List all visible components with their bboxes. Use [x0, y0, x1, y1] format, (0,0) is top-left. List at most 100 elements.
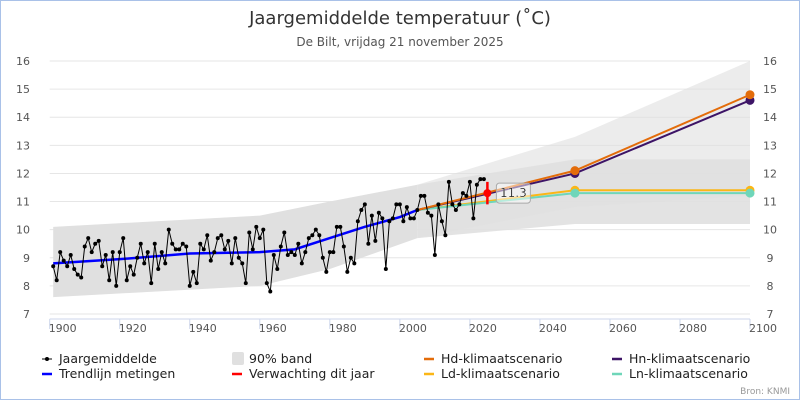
x-tick-label: 2100 [749, 322, 777, 335]
x-tick-label: 2060 [609, 322, 637, 335]
annual-mean-point [320, 255, 325, 260]
y-tick-label-right: 9 [767, 252, 774, 265]
annual-mean-point [401, 219, 406, 224]
annual-mean-point [359, 207, 364, 212]
legend-item[interactable]: Hn-klimaatscenario [612, 351, 750, 366]
y-tick-label-left: 8 [23, 280, 30, 293]
annual-mean-point [156, 267, 161, 272]
y-tick-label-left: 10 [16, 224, 30, 237]
y-tick-label-right: 16 [763, 55, 777, 68]
annual-mean-point [243, 281, 248, 286]
annual-mean-point [338, 224, 343, 229]
annual-mean-point [334, 224, 339, 229]
x-tick-label: 1980 [329, 322, 357, 335]
y-tick-label-left: 13 [16, 139, 30, 152]
annual-mean-point [226, 238, 231, 243]
source-credit[interactable]: Bron: KNMI [740, 387, 790, 397]
annual-mean-point [236, 255, 241, 260]
annual-mean-point [408, 216, 413, 221]
annual-mean-point [170, 241, 175, 246]
legend-item[interactable]: Ld-klimaatscenario [424, 366, 560, 381]
annual-mean-point [89, 250, 94, 255]
annual-mean-point [264, 281, 269, 286]
annual-mean-point [68, 252, 73, 257]
annual-mean-point [282, 230, 287, 235]
annual-mean-point [464, 193, 469, 198]
annual-mean-point [240, 261, 245, 266]
annual-mean-point [58, 250, 63, 255]
annual-mean-point [247, 230, 252, 235]
x-tick-label: 1920 [119, 322, 147, 335]
annual-mean-point [138, 241, 143, 246]
annual-mean-point [152, 241, 157, 246]
annual-mean-point [51, 264, 56, 269]
annual-mean-point [254, 224, 259, 229]
annual-mean-point [471, 216, 476, 221]
annual-mean-point [107, 278, 112, 283]
chart-title: Jaargemiddelde temperatuur (˚C) [248, 8, 551, 29]
legend-item[interactable]: Jaargemiddelde [42, 351, 157, 366]
annual-mean-point [411, 216, 416, 221]
annual-mean-point [180, 241, 185, 246]
annual-mean-point [345, 269, 350, 274]
annual-mean-point [481, 177, 486, 182]
legend-label: Hn-klimaatscenario [629, 351, 750, 366]
annual-mean-point [303, 250, 308, 255]
scenario-point [745, 188, 755, 198]
annual-mean-point [72, 267, 77, 272]
annual-mean-point [128, 264, 133, 269]
annual-mean-point [135, 255, 140, 260]
annual-mean-point [313, 227, 318, 232]
y-tick-label-right: 12 [763, 167, 777, 180]
x-tick-label: 2080 [679, 322, 707, 335]
annual-mean-point [317, 233, 322, 238]
annual-mean-point [348, 255, 353, 260]
annual-mean-point [373, 238, 378, 243]
annual-mean-point [110, 250, 115, 255]
annual-mean-point [289, 250, 294, 255]
annual-mean-point [376, 210, 381, 215]
annual-mean-point [187, 283, 192, 288]
legend-item[interactable]: 90% band [232, 351, 312, 366]
annual-mean-point [212, 250, 217, 255]
annual-mean-point [215, 236, 220, 241]
annual-mean-point [296, 241, 301, 246]
annual-mean-point [198, 241, 203, 246]
annual-mean-point [201, 247, 206, 252]
legend-label: Ld-klimaatscenario [441, 366, 560, 381]
annual-mean-point [450, 202, 455, 207]
annual-mean-point [222, 247, 227, 252]
annual-mean-point [390, 216, 395, 221]
y-tick-label-right: 11 [763, 196, 777, 209]
legend-item[interactable]: Hd-klimaatscenario [424, 351, 562, 366]
annual-mean-point [397, 202, 402, 207]
annual-mean-point [404, 205, 409, 210]
annual-mean-point [194, 281, 199, 286]
annual-mean-point [208, 258, 213, 263]
y-tick-label-right: 14 [763, 111, 777, 124]
annual-mean-point [446, 179, 451, 184]
y-tick-label-right: 8 [767, 280, 774, 293]
annual-mean-point [418, 193, 423, 198]
annual-mean-point [457, 202, 462, 207]
annual-mean-point [439, 219, 444, 224]
legend-item[interactable]: Ln-klimaatscenario [612, 366, 748, 381]
annual-mean-point [173, 247, 178, 252]
annual-mean-point [275, 267, 280, 272]
annual-mean-point [131, 272, 136, 277]
legend-label: Verwachting dit jaar [249, 366, 375, 381]
scenario-point [570, 188, 580, 198]
y-tick-label-left: 9 [23, 252, 30, 265]
legend-marker [45, 357, 49, 361]
annual-mean-point [233, 236, 238, 241]
legend-item[interactable]: Verwachting dit jaar [232, 366, 375, 381]
annual-mean-point [324, 269, 329, 274]
y-tick-label-right: 10 [763, 224, 777, 237]
y-tick-label-left: 14 [16, 111, 30, 124]
annual-mean-point [387, 219, 392, 224]
annual-mean-point [229, 261, 234, 266]
annual-mean-point [369, 213, 374, 218]
legend-label: Hd-klimaatscenario [441, 351, 562, 366]
legend-item[interactable]: Trendlijn metingen [42, 366, 175, 381]
annual-mean-point [205, 233, 210, 238]
